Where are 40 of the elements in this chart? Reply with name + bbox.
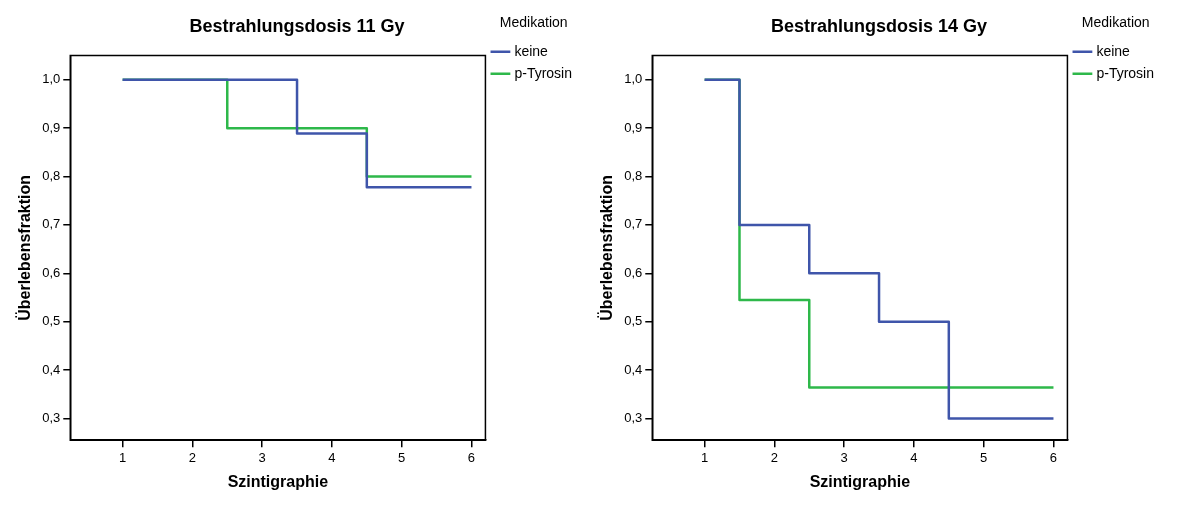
y-tick-label: 0,4 [624, 361, 643, 377]
x-tick-label: 3 [258, 449, 266, 465]
y-tick-label: 0,6 [42, 264, 61, 280]
x-tick-label: 5 [980, 449, 988, 465]
x-tick-label: 6 [1049, 449, 1058, 465]
legend-label: p-Tyrosin [1096, 64, 1155, 81]
x-tick-label: 5 [398, 449, 406, 465]
y-tick-label: 0,3 [624, 410, 643, 426]
y-tick-label: 0,6 [624, 264, 643, 280]
y-tick-label: 0,7 [42, 216, 61, 232]
y-tick-label: 0,7 [624, 216, 643, 232]
legend-title: Medikation [1081, 13, 1150, 30]
chart-title: Bestrahlungsdosis 11 Gy [189, 15, 405, 36]
y-tick-label: 0,8 [42, 168, 61, 184]
x-tick-label: 2 [188, 449, 196, 465]
y-tick-label: 0,3 [42, 410, 61, 426]
x-tick-label: 1 [700, 449, 709, 465]
y-tick-label: 0,9 [42, 119, 61, 135]
y-tick-label: 0,5 [42, 313, 61, 329]
x-tick-label: 6 [467, 449, 476, 465]
y-axis-title: Überlebensfraktion [15, 174, 34, 321]
y-tick-label: 1,0 [624, 71, 643, 87]
legend-label: keine [514, 42, 549, 59]
y-tick-label: 0,9 [624, 119, 643, 135]
y-axis-title: Überlebensfraktion [597, 174, 616, 321]
y-tick-label: 0,5 [624, 313, 643, 329]
y-tick-label: 1,0 [42, 71, 61, 87]
x-tick-label: 4 [910, 449, 918, 465]
x-tick-label: 2 [770, 449, 778, 465]
legend-label: keine [1096, 42, 1131, 59]
x-axis-title: Szintigraphie [809, 472, 911, 490]
x-tick-label: 1 [118, 449, 127, 465]
legend-title: Medikation [499, 13, 568, 30]
chart-title: Bestrahlungsdosis 14 Gy [770, 15, 988, 36]
legend-label: p-Tyrosin [514, 64, 573, 81]
x-tick-label: 4 [328, 449, 336, 465]
x-tick-label: 3 [840, 449, 848, 465]
y-tick-label: 0,4 [42, 361, 61, 377]
y-tick-label: 0,8 [624, 168, 643, 184]
x-axis-title: Szintigraphie [227, 472, 329, 490]
